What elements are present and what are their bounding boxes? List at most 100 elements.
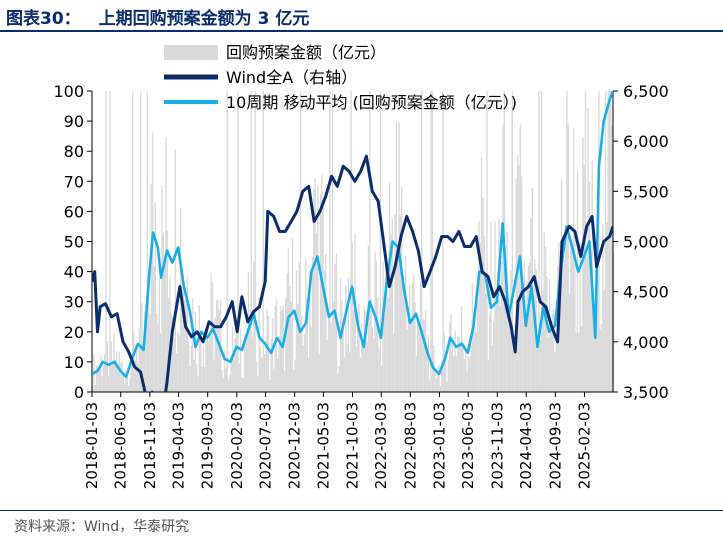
repurchase-bar: [286, 273, 288, 392]
repurchase-bar: [375, 260, 378, 392]
right-tick-label: 5,000: [623, 233, 669, 252]
repurchase-bar: [92, 386, 94, 392]
repurchase-bar: [512, 349, 515, 392]
repurchase-bar: [167, 297, 170, 392]
repurchase-bar: [393, 333, 395, 392]
repurchase-bar: [602, 224, 604, 392]
repurchase-bar: [173, 338, 175, 392]
repurchase-bar: [334, 263, 336, 392]
x-tick-label: 2024-04-03: [517, 402, 535, 489]
repurchase-bar: [250, 91, 252, 392]
repurchase-bar: [499, 306, 501, 392]
repurchase-bar: [522, 292, 524, 392]
repurchase-bar: [580, 326, 583, 392]
repurchase-bar: [373, 338, 375, 392]
repurchase-bar: [370, 298, 372, 392]
repurchase-bar: [391, 218, 394, 392]
repurchase-bar: [369, 91, 371, 392]
repurchase-bar: [98, 366, 101, 392]
repurchase-bar: [191, 298, 194, 392]
repurchase-bar: [469, 357, 471, 392]
repurchase-bar: [357, 309, 359, 392]
repurchase-bar: [594, 317, 596, 392]
repurchase-bar: [387, 297, 390, 392]
repurchase-bar: [201, 366, 203, 392]
legend-label-wind-a: Wind全A（右轴）: [226, 68, 357, 87]
repurchase-bar: [347, 277, 350, 392]
repurchase-bar: [322, 200, 324, 392]
repurchase-bar: [293, 369, 295, 392]
x-tick-label: 2022-08-03: [401, 402, 419, 489]
repurchase-bar: [158, 278, 160, 392]
right-tick-label: 5,500: [623, 182, 669, 201]
repurchase-bar: [504, 246, 507, 392]
repurchase-bar: [508, 319, 511, 392]
repurchase-bar: [417, 323, 419, 392]
repurchase-bar: [223, 350, 226, 392]
repurchase-bar: [579, 241, 581, 392]
repurchase-bar: [608, 91, 611, 392]
repurchase-bar: [442, 91, 444, 392]
repurchase-bar: [377, 296, 379, 392]
repurchase-bar: [243, 334, 246, 392]
repurchase-bar: [162, 233, 164, 392]
axes-layer: 0 10 20 30 40 50 60 70 80 90 100 3,500 4,000 4,500 5,0…: [53, 82, 668, 489]
repurchase-bar: [365, 310, 367, 392]
repurchase-bar: [96, 365, 98, 392]
repurchase-bar: [128, 386, 130, 392]
repurchase-bar: [527, 265, 529, 392]
right-tick-label: 4,500: [623, 283, 669, 302]
repurchase-bar: [126, 372, 128, 392]
repurchase-bar: [547, 337, 549, 392]
right-tick-label: 3,500: [623, 383, 669, 402]
repurchase-bar: [266, 309, 268, 392]
repurchase-bar: [145, 302, 147, 392]
repurchase-bar: [480, 158, 483, 392]
repurchase-bar: [483, 235, 485, 392]
repurchase-bar: [317, 185, 319, 392]
repurchase-bar: [122, 372, 124, 392]
repurchase-bar: [112, 360, 114, 392]
repurchase-bar: [429, 380, 431, 392]
repurchase-bar: [207, 340, 210, 392]
x-tick-label: 2020-07-03: [257, 402, 275, 489]
repurchase-bar: [140, 91, 142, 392]
repurchase-bar: [193, 359, 195, 392]
repurchase-bar: [319, 193, 322, 392]
repurchase-bar: [273, 368, 275, 392]
repurchase-bar: [237, 91, 239, 392]
repurchase-bar: [254, 91, 256, 392]
repurchase-bar: [350, 91, 352, 392]
repurchase-bar: [406, 329, 408, 392]
right-tick-label: 4,000: [623, 333, 669, 352]
repurchase-bar: [227, 379, 230, 392]
repurchase-bar: [226, 91, 228, 392]
left-tick-label: 10: [64, 353, 84, 372]
repurchase-bar: [282, 305, 284, 392]
repurchase-bar: [492, 321, 495, 392]
repurchase-bar: [371, 326, 374, 392]
repurchase-bar: [338, 366, 340, 392]
repurchase-bar: [242, 378, 244, 392]
repurchase-bar: [275, 298, 278, 392]
repurchase-bar: [546, 276, 548, 392]
repurchase-bar: [166, 231, 168, 392]
repurchase-bar: [409, 284, 411, 392]
legend-swatch-bars: [164, 45, 218, 60]
repurchase-bar: [323, 270, 326, 392]
repurchase-bar: [422, 318, 424, 392]
repurchase-bar: [445, 353, 447, 392]
repurchase-bar: [606, 222, 608, 392]
repurchase-bar: [121, 361, 123, 392]
repurchase-bar: [178, 335, 180, 392]
repurchase-bar: [566, 91, 568, 392]
repurchase-bar: [329, 91, 331, 392]
repurchase-bar: [346, 343, 348, 392]
repurchase-bar: [299, 91, 302, 392]
repurchase-bar: [230, 356, 232, 392]
repurchase-bar: [181, 304, 183, 392]
repurchase-bar: [530, 218, 532, 392]
repurchase-bar: [100, 355, 102, 392]
right-tick-label: 6,500: [623, 82, 669, 101]
repurchase-bar: [528, 262, 531, 392]
